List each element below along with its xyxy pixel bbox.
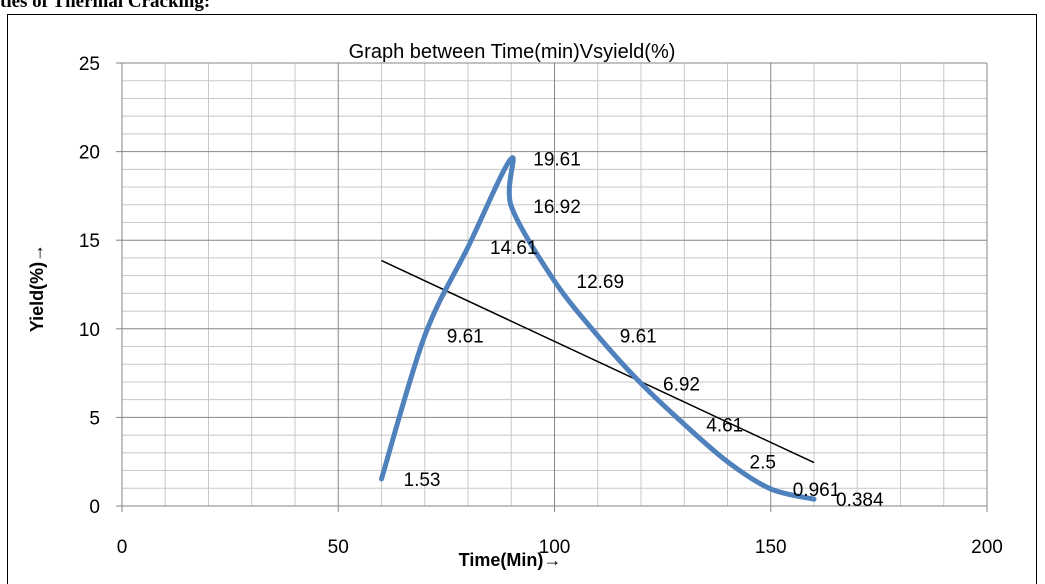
chart-title: Graph between Time(min)Vsyield(%) (349, 41, 676, 63)
linear-trendline (381, 259, 815, 464)
data-labels: 1.53 9.61 14.61 19.61 16.92 12.69 9.61 6.92 4.61… (404, 150, 884, 512)
data-label: 4.61 (706, 415, 743, 436)
y-tick-label: 10 (79, 320, 100, 341)
data-label: 12.69 (577, 272, 625, 293)
data-label: 16.92 (533, 197, 581, 218)
data-label: 19.61 (533, 150, 581, 171)
x-axis-title: Time(Min)→ (459, 550, 562, 570)
yield-series-line (379, 155, 817, 502)
data-label: 2.5 (750, 453, 776, 474)
data-label: 14.61 (490, 238, 538, 259)
x-tick-label: 100 (539, 537, 571, 558)
series-layer (379, 155, 817, 502)
x-tick-label: 200 (971, 537, 1003, 558)
trendline-layer (381, 259, 815, 464)
x-tick-label: 150 (755, 537, 787, 558)
data-label: 0.384 (836, 490, 884, 511)
data-label: 0.961 (793, 480, 841, 501)
x-tick-label: 50 (328, 537, 349, 558)
axes: 0 5 10 15 20 25 0 50 100 150 200 (79, 54, 1003, 558)
data-label: 1.53 (404, 470, 441, 491)
section-heading: ties of Thermal Cracking: (0, 0, 211, 12)
y-axis-title: Yield(%)→ (27, 244, 47, 332)
x-tick-label: 0 (117, 537, 128, 558)
y-tick-label: 5 (89, 408, 100, 429)
y-tick-label: 15 (79, 231, 100, 252)
chart-frame (7, 14, 1037, 584)
data-label: 6.92 (663, 374, 700, 395)
y-tick-label: 0 (89, 497, 100, 518)
y-tick-label: 20 (79, 143, 100, 164)
data-label: 9.61 (620, 327, 657, 348)
y-tick-label: 25 (79, 54, 100, 75)
data-label: 9.61 (447, 327, 484, 348)
